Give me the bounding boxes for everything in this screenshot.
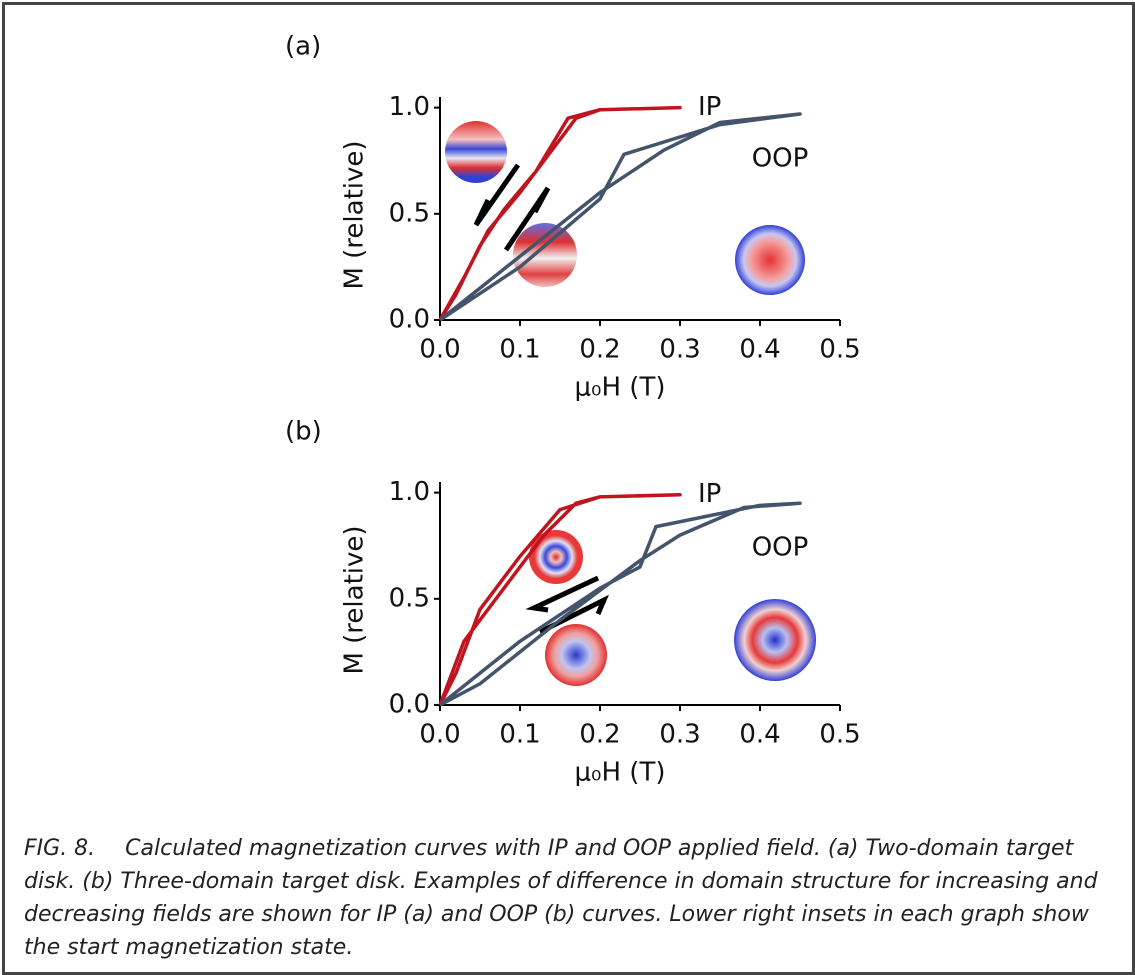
panel-label: (b) [285, 417, 322, 447]
y-axis-title: M (relative) [340, 140, 370, 289]
series-label: OOP [752, 143, 809, 173]
x-tick-label: 0.3 [659, 335, 700, 365]
y-tick-label: 0.5 [389, 198, 430, 228]
x-tick-label: 0.5 [819, 720, 860, 750]
insets [445, 121, 816, 686]
series-label: IP [698, 92, 721, 122]
y-tick-label: 0.0 [389, 305, 430, 335]
series-label: IP [698, 479, 721, 509]
x-axis-title: μ₀H (T) [575, 373, 666, 403]
x-tick-label: 0.2 [579, 720, 620, 750]
x-tick-label: 0.0 [419, 335, 460, 365]
inset-disk [513, 223, 577, 287]
x-tick-label: 0.1 [499, 335, 540, 365]
inset-disk [545, 624, 607, 686]
series-line [438, 492, 682, 706]
y-tick-label: 0.5 [389, 583, 430, 613]
x-tick-label: 0.5 [819, 335, 860, 365]
x-tick-label: 0.4 [739, 335, 780, 365]
x-axis-title: μ₀H (T) [575, 758, 666, 788]
panel-label: (a) [285, 32, 321, 62]
series-line [438, 112, 802, 322]
x-tick-label: 0.4 [739, 720, 780, 750]
x-tick-label: 0.1 [499, 720, 540, 750]
y-axis-title: M (relative) [340, 525, 370, 674]
y-tick-label: 1.0 [389, 92, 430, 122]
x-tick-label: 0.2 [579, 335, 620, 365]
inset-disk [734, 599, 816, 681]
inset-disk [529, 530, 583, 584]
caption: FIG. 8. Calculated magnetization curves w… [24, 832, 1114, 964]
x-tick-label: 0.0 [419, 720, 460, 750]
caption-label: FIG. 8. [24, 836, 96, 861]
inset-disk [735, 225, 805, 295]
arrow [473, 163, 521, 227]
arrow [503, 186, 551, 252]
arrow [525, 575, 600, 613]
caption-text: Calculated magnetization curves with IP … [24, 836, 1098, 960]
arrows [473, 163, 609, 635]
arrow [538, 594, 609, 635]
series-label: OOP [752, 533, 809, 563]
x-tick-label: 0.3 [659, 720, 700, 750]
series-line [438, 105, 682, 321]
y-tick-label: 1.0 [389, 477, 430, 507]
series-line [438, 501, 802, 707]
y-tick-label: 0.0 [389, 690, 430, 720]
inset-disk [445, 121, 507, 183]
